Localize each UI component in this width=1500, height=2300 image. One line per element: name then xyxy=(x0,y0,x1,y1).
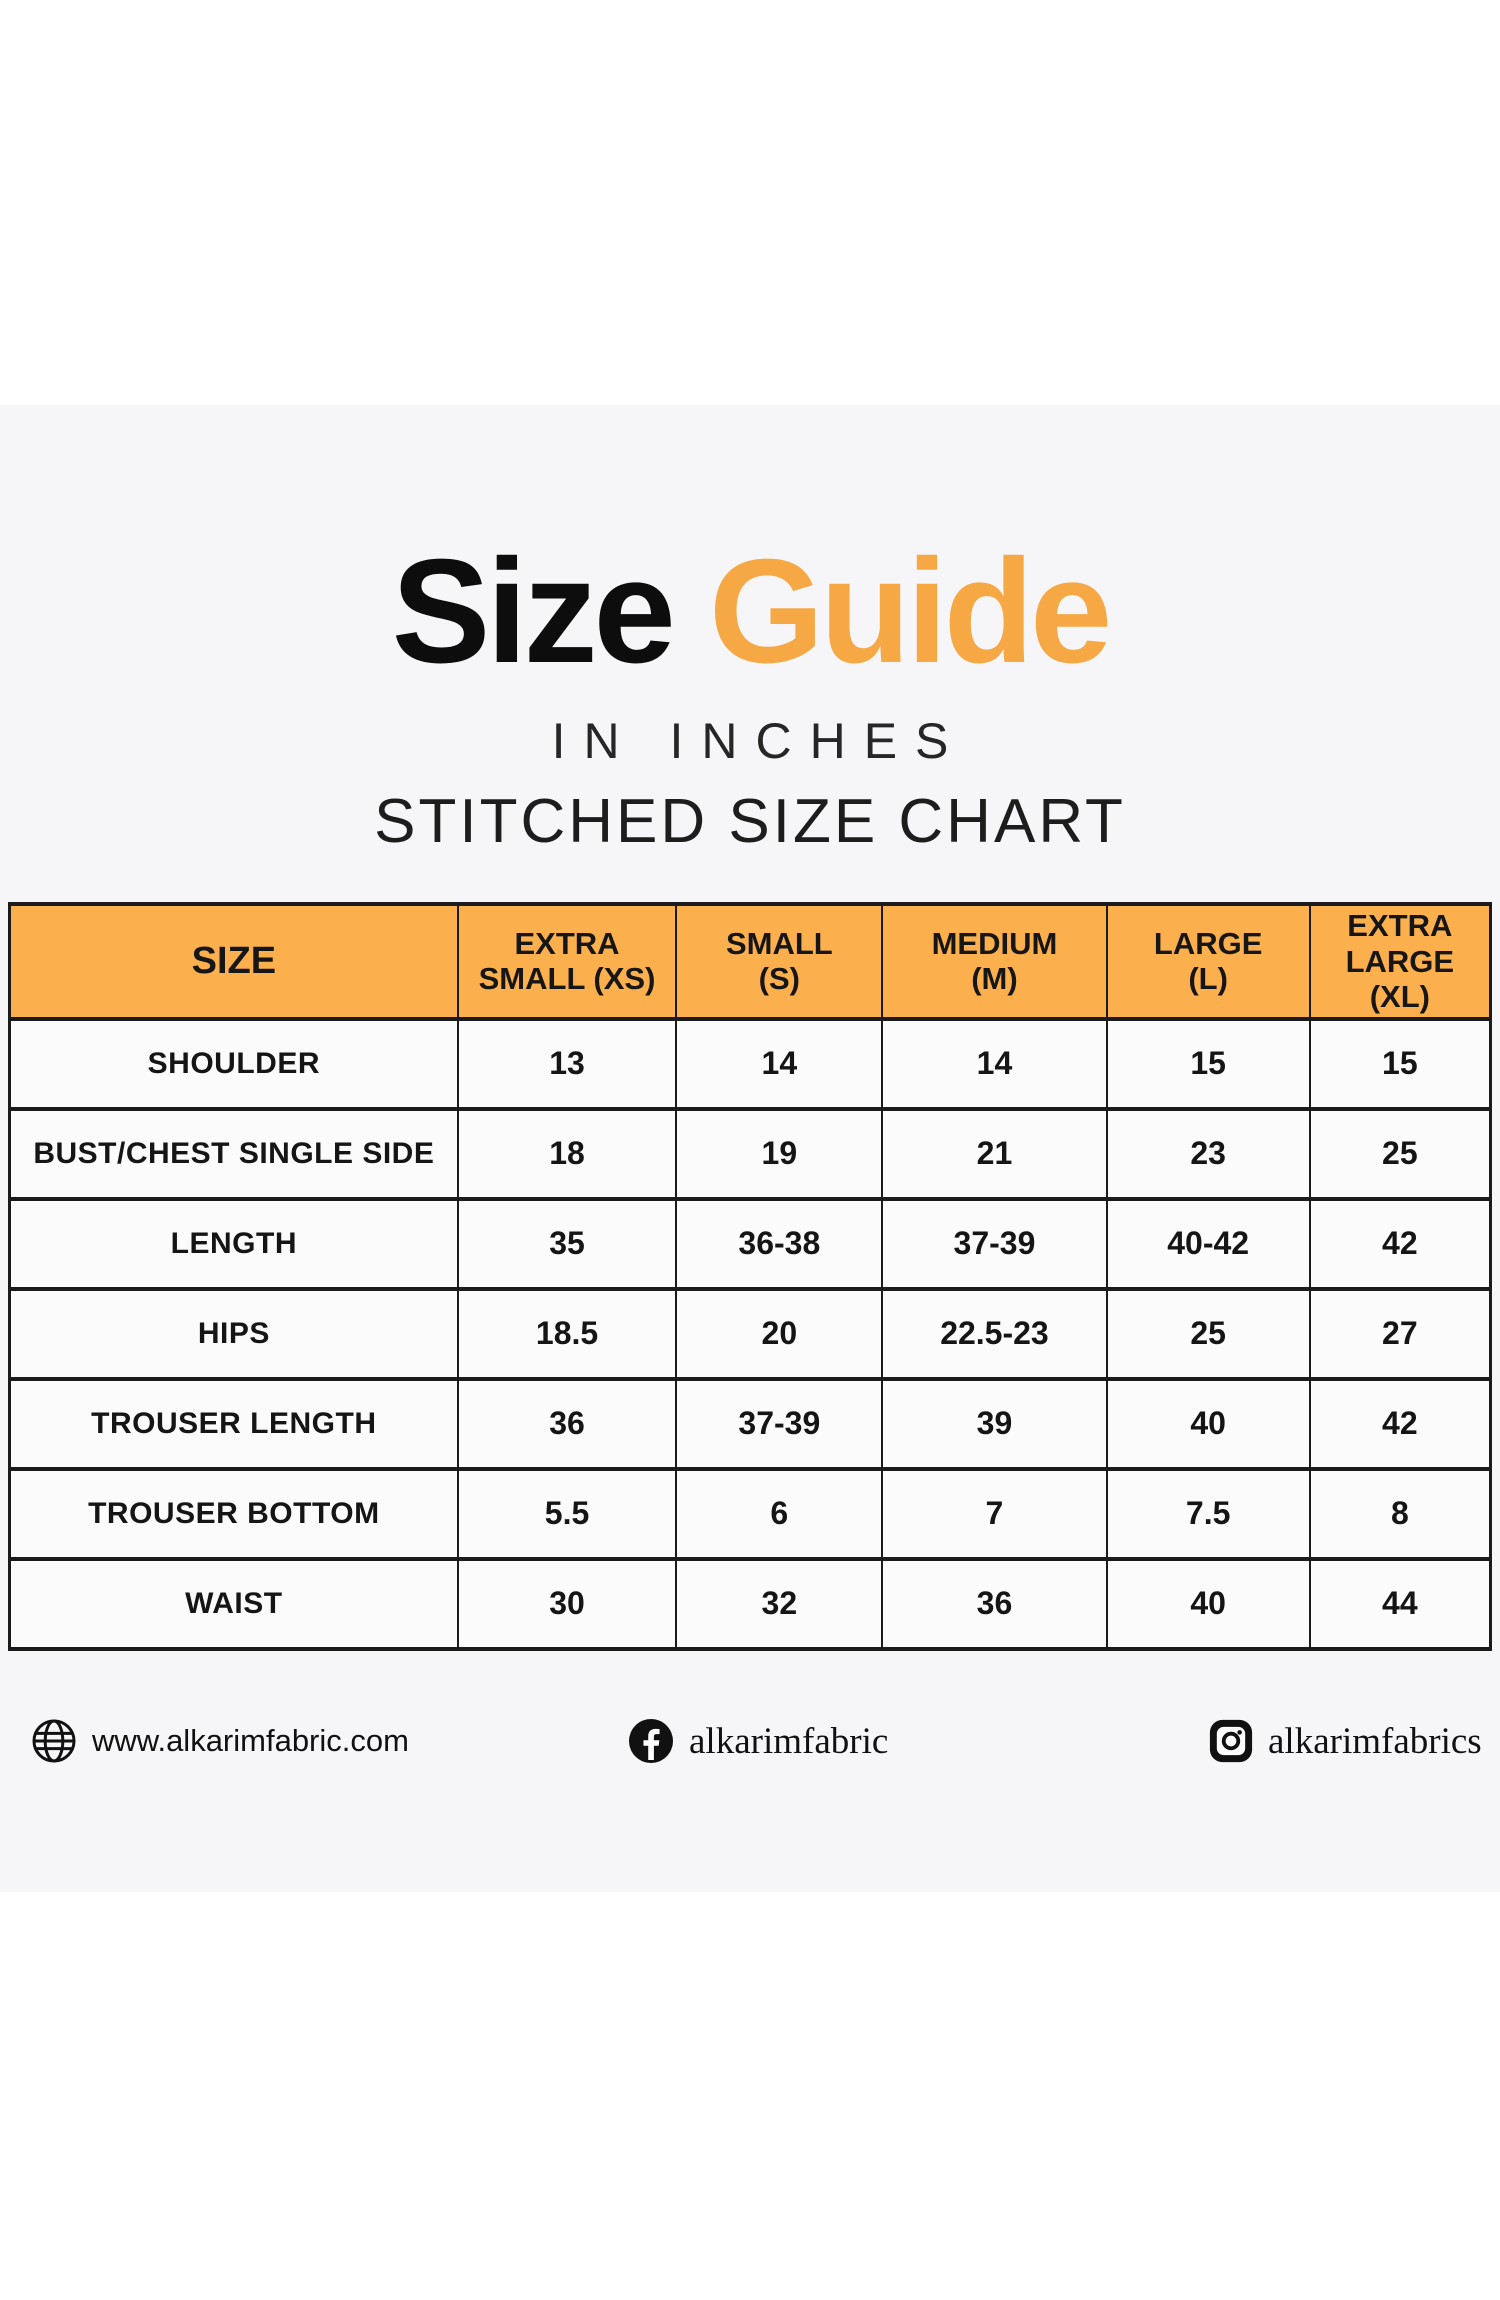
size-value-cell: 42 xyxy=(1308,1196,1492,1291)
size-chart-body: SHOULDER 13 14 14 15 15 BUST/CHEST SINGLE SIDE… xyxy=(8,1016,1492,1651)
row-label: TROUSER BOTTOM xyxy=(8,1466,459,1561)
column-header: LARGE (L) xyxy=(1105,902,1311,1021)
size-value-cell: 36-38 xyxy=(675,1196,884,1291)
header-block: Size Guide IN INCHES STITCHED SIZE CHART xyxy=(0,538,1500,857)
column-header: MEDIUM (M) xyxy=(881,902,1108,1021)
size-value-cell: 14 xyxy=(675,1016,884,1111)
row-label: LENGTH xyxy=(8,1196,459,1291)
website-url: www.alkarimfabric.com xyxy=(92,1723,409,1758)
footer-instagram: alkarimfabrics xyxy=(1208,1712,1482,1770)
column-header: SMALL (S) xyxy=(675,902,884,1021)
size-value-cell: 37-39 xyxy=(881,1196,1108,1291)
size-value-cell: 39 xyxy=(881,1376,1108,1471)
size-value-cell: 8 xyxy=(1308,1466,1492,1561)
size-value-cell: 40 xyxy=(1105,1556,1311,1651)
row-label: BUST/CHEST SINGLE SIDE xyxy=(8,1106,459,1201)
globe-icon xyxy=(30,1717,78,1765)
subtitle-chart-name: STITCHED SIZE CHART xyxy=(374,787,1126,856)
size-value-cell: 6 xyxy=(675,1466,884,1561)
size-value-cell: 13 xyxy=(456,1016,678,1111)
size-value-cell: 42 xyxy=(1308,1376,1492,1471)
size-value-cell: 20 xyxy=(675,1286,884,1381)
table-row: SHOULDER 13 14 14 15 15 xyxy=(8,1016,1492,1111)
table-row: HIPS 18.5 20 22.5-23 25 27 xyxy=(8,1286,1492,1381)
size-value-cell: 23 xyxy=(1105,1106,1311,1201)
facebook-handle: alkarimfabric xyxy=(689,1720,889,1762)
size-value-cell: 19 xyxy=(675,1106,884,1201)
footer-facebook: alkarimfabric xyxy=(627,1712,888,1770)
facebook-icon xyxy=(627,1717,675,1765)
column-header: EXTRA LARGE (XL) xyxy=(1308,902,1492,1021)
table-row: BUST/CHEST SINGLE SIDE 18 19 21 23 25 xyxy=(8,1106,1492,1201)
row-label: TROUSER LENGTH xyxy=(8,1376,459,1471)
row-label: WAIST xyxy=(8,1556,459,1651)
page-title: Size Guide xyxy=(0,538,1500,686)
size-value-cell: 7.5 xyxy=(1105,1466,1311,1561)
instagram-handle: alkarimfabrics xyxy=(1268,1720,1482,1762)
table-row: TROUSER LENGTH 36 37-39 39 40 42 xyxy=(8,1376,1492,1471)
size-value-cell: 37-39 xyxy=(675,1376,884,1471)
size-value-cell: 32 xyxy=(675,1556,884,1651)
size-value-cell: 40 xyxy=(1105,1376,1311,1471)
subtitle-units: IN INCHES xyxy=(551,713,967,769)
row-label: HIPS xyxy=(8,1286,459,1381)
size-chart-table: SIZE EXTRA SMALL (XS) SMALL (S) MEDIUM (M) L… xyxy=(8,902,1492,1651)
size-value-cell: 15 xyxy=(1105,1016,1311,1111)
column-header: EXTRA SMALL (XS) xyxy=(456,902,678,1021)
size-value-cell: 14 xyxy=(881,1016,1108,1111)
size-value-cell: 22.5-23 xyxy=(881,1286,1108,1381)
table-row: TROUSER BOTTOM 5.5 6 7 7.5 8 xyxy=(8,1466,1492,1561)
size-value-cell: 30 xyxy=(456,1556,678,1651)
size-value-cell: 18.5 xyxy=(456,1286,678,1381)
instagram-icon xyxy=(1208,1718,1254,1764)
size-value-cell: 25 xyxy=(1308,1106,1492,1201)
size-value-cell: 27 xyxy=(1308,1286,1492,1381)
size-value-cell: 40-42 xyxy=(1105,1196,1311,1291)
size-chart-head: SIZE EXTRA SMALL (XS) SMALL (S) MEDIUM (M) L… xyxy=(8,902,1492,1021)
size-value-cell: 36 xyxy=(456,1376,678,1471)
title-word-size: Size xyxy=(391,529,676,694)
table-row: WAIST 30 32 36 40 44 xyxy=(8,1556,1492,1651)
size-value-cell: 21 xyxy=(881,1106,1108,1201)
table-row: LENGTH 35 36-38 37-39 40-42 42 xyxy=(8,1196,1492,1291)
size-value-cell: 44 xyxy=(1308,1556,1492,1651)
size-value-cell: 15 xyxy=(1308,1016,1492,1111)
size-value-cell: 18 xyxy=(456,1106,678,1201)
footer-website: www.alkarimfabric.com xyxy=(30,1712,409,1770)
size-value-cell: 5.5 xyxy=(456,1466,678,1561)
column-header-size: SIZE xyxy=(8,902,459,1021)
size-value-cell: 25 xyxy=(1105,1286,1311,1381)
row-label: SHOULDER xyxy=(8,1016,459,1111)
size-value-cell: 36 xyxy=(881,1556,1108,1651)
size-value-cell: 7 xyxy=(881,1466,1108,1561)
title-word-guide: Guide xyxy=(708,529,1112,694)
size-value-cell: 35 xyxy=(456,1196,678,1291)
size-chart-header-row: SIZE EXTRA SMALL (XS) SMALL (S) MEDIUM (M) L… xyxy=(8,902,1492,1021)
